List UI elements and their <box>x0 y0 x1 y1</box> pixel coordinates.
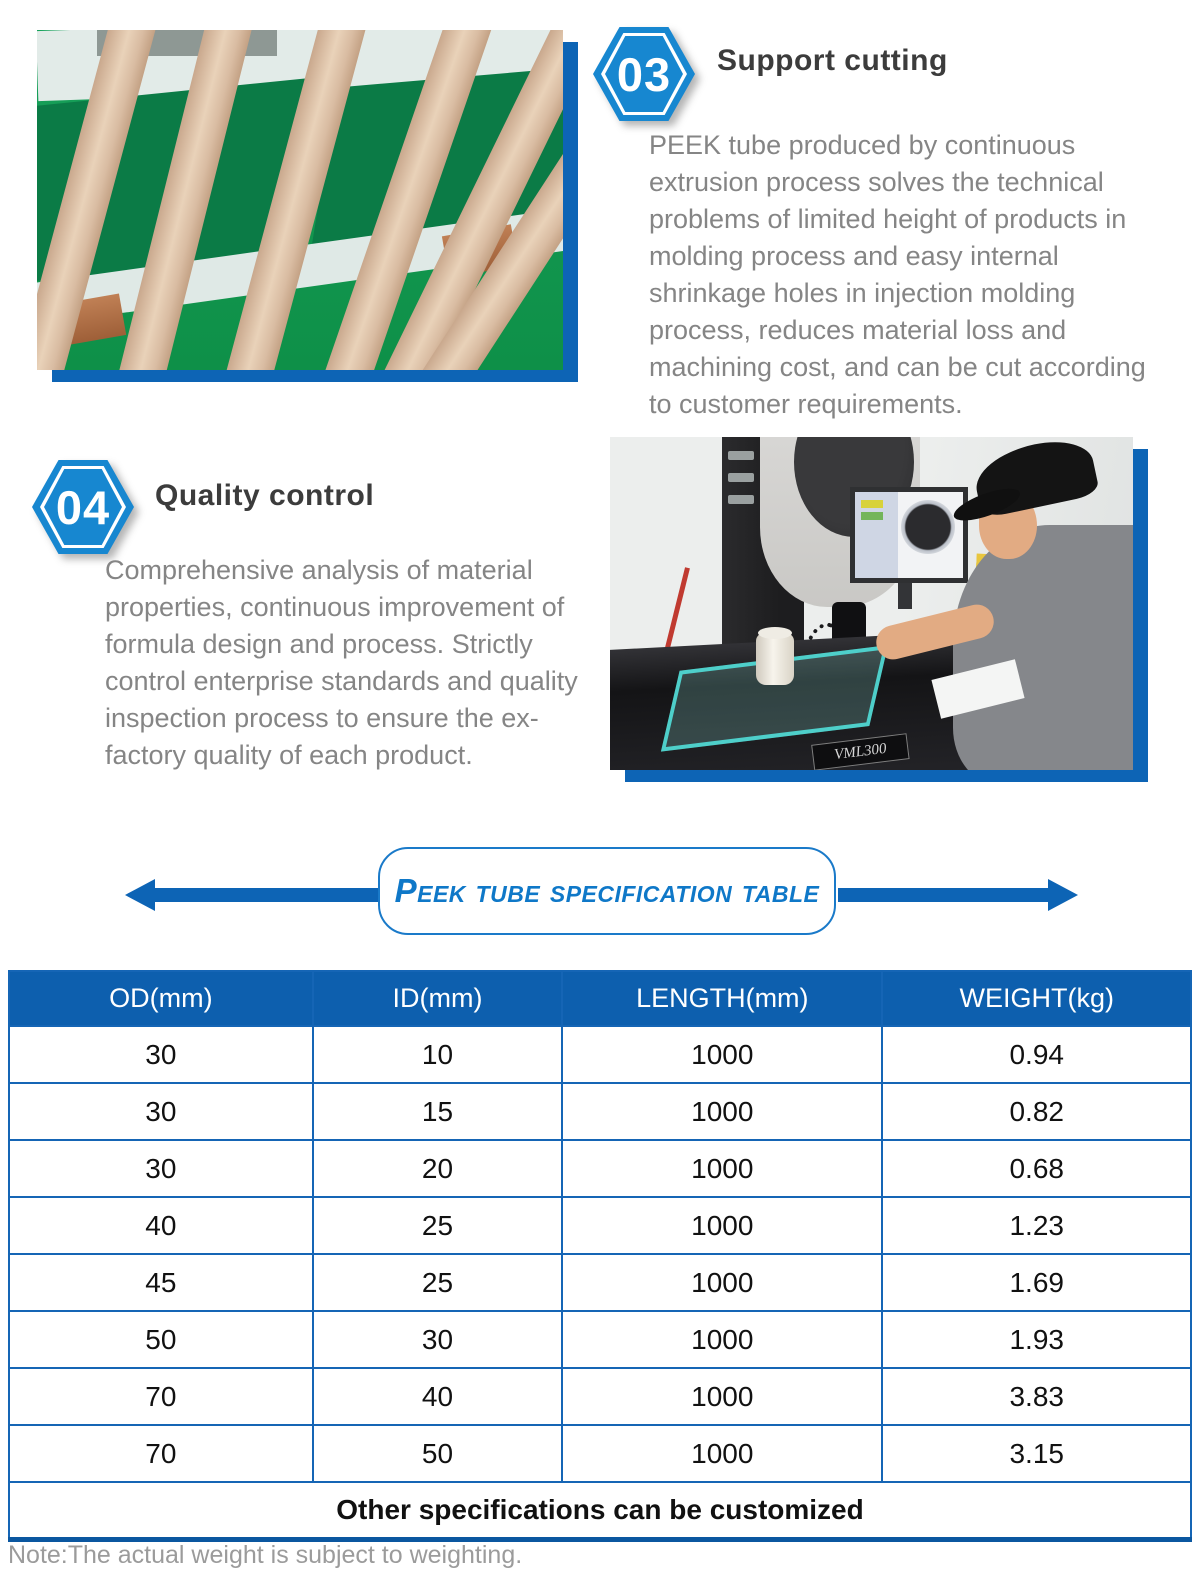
cap-shape <box>969 437 1101 519</box>
table-row: 30 10 1000 0.94 <box>8 1025 1192 1084</box>
table-row: 40 25 1000 1.23 <box>8 1196 1192 1255</box>
table-cell: 1000 <box>561 1082 884 1141</box>
table-row: 45 25 1000 1.69 <box>8 1253 1192 1312</box>
table-row: 50 30 1000 1.93 <box>8 1310 1192 1369</box>
step-03-badge: 03 <box>593 27 695 121</box>
column-header-length: LENGTH(mm) <box>561 970 884 1027</box>
table-cell: 25 <box>311 1196 564 1255</box>
table-cell: 1000 <box>561 1196 884 1255</box>
monitor-stand-shape <box>898 583 912 609</box>
section-banner: Peek tube specification table <box>0 845 1200 945</box>
arrow-shaft-shape <box>151 888 378 902</box>
table-row: 70 40 1000 3.83 <box>8 1367 1192 1426</box>
measured-circle-shape <box>901 500 955 554</box>
table-cell: 1000 <box>561 1025 884 1084</box>
table-cell: 30 <box>311 1310 564 1369</box>
table-footer-row: Other specifications can be customized <box>8 1481 1192 1542</box>
step-number: 04 <box>55 480 111 534</box>
banner-pill: Peek tube specification table <box>378 847 836 935</box>
table-cell: 30 <box>8 1025 314 1084</box>
step-04-badge: 04 <box>32 460 134 554</box>
table-row: 30 15 1000 0.82 <box>8 1082 1192 1141</box>
table-cell: 1000 <box>561 1139 884 1198</box>
table-cell: 70 <box>8 1367 314 1426</box>
table-cell: 30 <box>8 1082 314 1141</box>
table-cell: 1.69 <box>881 1253 1192 1312</box>
table-cell: 1000 <box>561 1310 884 1369</box>
table-cell: 40 <box>8 1196 314 1255</box>
right-arrow-icon <box>838 879 1078 911</box>
table-cell: 1000 <box>561 1424 884 1483</box>
table-cell: 0.68 <box>881 1139 1192 1198</box>
column-tab-shape <box>728 495 754 504</box>
table-row: 70 50 1000 3.15 <box>8 1424 1192 1483</box>
table-row: 30 20 1000 0.68 <box>8 1139 1192 1198</box>
table-cell: 1.23 <box>881 1196 1192 1255</box>
table-cell: 70 <box>8 1424 314 1483</box>
column-tab-shape <box>728 473 754 482</box>
left-arrow-icon <box>125 879 378 911</box>
machine-model-plate: VML300 <box>811 733 910 770</box>
column-header-weight: WEIGHT(kg) <box>881 970 1192 1027</box>
column-header-id: ID(mm) <box>311 970 564 1027</box>
step-03-description: PEEK tube produced by continuous extrusi… <box>649 130 1146 419</box>
table-cell: 25 <box>311 1253 564 1312</box>
step-number: 03 <box>616 47 672 101</box>
software-button-shape <box>861 500 883 508</box>
quality-control-photo: VML300 <box>610 437 1133 770</box>
table-header-row: OD(mm) ID(mm) LENGTH(mm) WEIGHT(kg) <box>8 970 1192 1027</box>
arrow-tip-shape <box>1048 879 1078 911</box>
table-cell: 15 <box>311 1082 564 1141</box>
table-footer-cell: Other specifications can be customized <box>8 1481 1192 1542</box>
table-cell: 1.93 <box>881 1310 1192 1369</box>
step-04-description: Comprehensive analysis of material prope… <box>105 555 578 770</box>
table-cell: 10 <box>311 1025 564 1084</box>
software-button-shape <box>861 512 883 520</box>
arrow-tip-shape <box>125 879 155 911</box>
table-cell: 20 <box>311 1139 564 1198</box>
sample-bottle-shape <box>756 627 794 685</box>
step-04-title: Quality control <box>155 479 375 512</box>
table-cell: 3.15 <box>881 1424 1192 1483</box>
table-cell: 0.82 <box>881 1082 1192 1141</box>
specification-table: OD(mm) ID(mm) LENGTH(mm) WEIGHT(kg) 30 10… <box>8 970 1192 1542</box>
arrow-shaft-shape <box>838 888 1052 902</box>
table-cell: 0.94 <box>881 1025 1192 1084</box>
table-cell: 1000 <box>561 1253 884 1312</box>
table-body: 30 10 1000 0.94 30 15 1000 0.82 30 20 1000 0.68 40 25… <box>8 1025 1192 1542</box>
monitor-shape <box>850 487 968 583</box>
table-cell: 50 <box>8 1310 314 1369</box>
table-cell: 30 <box>8 1139 314 1198</box>
table-cell: 45 <box>8 1253 314 1312</box>
step-03-title: Support cutting <box>717 44 948 77</box>
operator-shape <box>953 525 1133 770</box>
weight-note: Note:The actual weight is subject to wei… <box>8 1541 523 1569</box>
table-cell: 50 <box>311 1424 564 1483</box>
banner-title: Peek tube specification table <box>394 872 820 909</box>
table-cell: 1000 <box>561 1367 884 1426</box>
table-cell: 3.83 <box>881 1367 1192 1426</box>
column-header-od: OD(mm) <box>8 970 314 1027</box>
monitor-screen-shape <box>855 492 963 578</box>
table-cell: 40 <box>311 1367 564 1426</box>
peek-tubes-photo <box>37 30 563 370</box>
column-tab-shape <box>728 451 754 460</box>
